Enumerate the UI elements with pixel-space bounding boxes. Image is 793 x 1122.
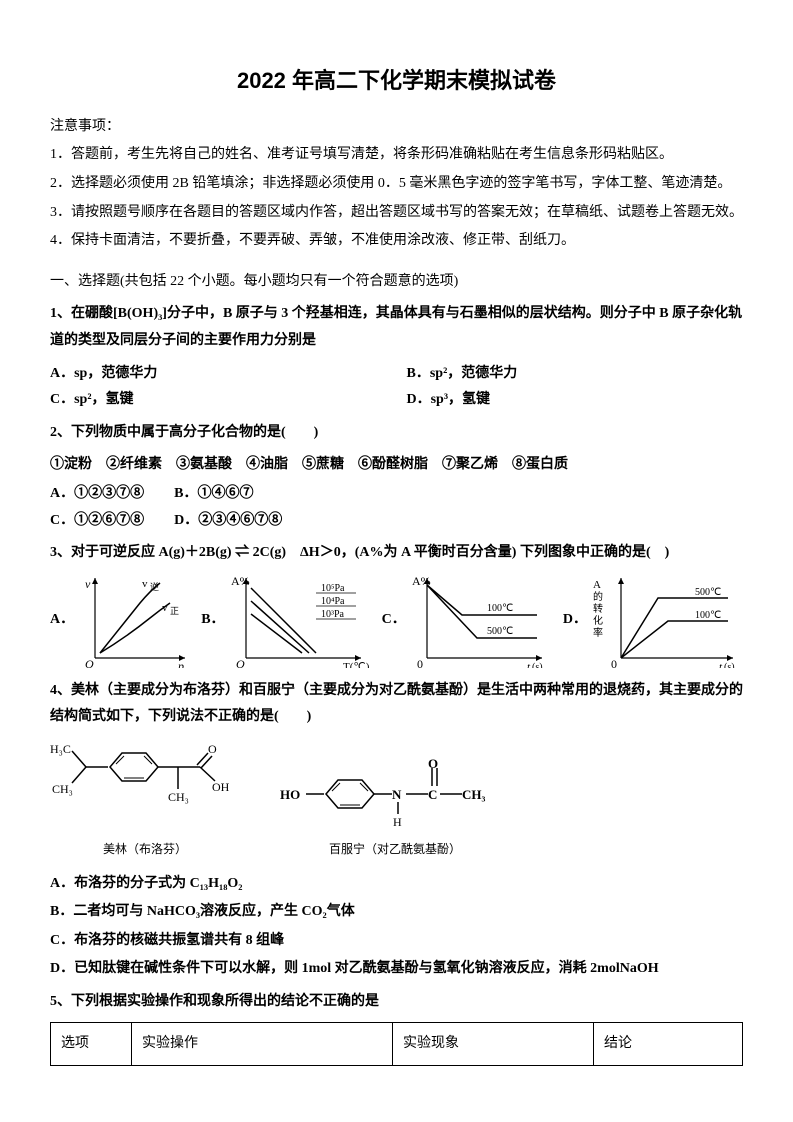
q4-option-d: D．已知肽键在碱性条件下可以水解，则 1mol 对乙酰氨基酚与氢氧化钠溶液反应，… (50, 956, 743, 983)
svg-text:化: 化 (593, 614, 603, 627)
svg-text:H: H (393, 815, 402, 829)
q2-list: ①淀粉 ②纤维素 ③氨基酸 ④油脂 ⑤蔗糖 ⑥酚醛树脂 ⑦聚乙烯 ⑧蛋白质 (50, 452, 743, 479)
q4-struct-2: HO N H C O CH₃ 百服宁（对乙酰氨基酚） (280, 754, 510, 861)
q5-th-1: 实验操作 (132, 1022, 393, 1066)
svg-text:(s): (s) (724, 662, 735, 668)
question-2: 2、下列物质中属于高分子化合物的是( ) (50, 420, 743, 447)
svg-text:O: O (85, 657, 94, 668)
svg-text:T(℃): T(℃) (343, 661, 370, 668)
svg-text:500℃: 500℃ (487, 626, 513, 637)
q4-struct-1: H₃C CH₃ CH₃ O OH 美林（布洛芬） (50, 739, 240, 861)
svg-text:O: O (428, 756, 438, 771)
q5-table: 选项 实验操作 实验现象 结论 (50, 1022, 743, 1067)
q1-option-c: C．sp²，氢键 (50, 387, 387, 414)
section-1-heading: 一、选择题(共包括 22 个小题。每小题均只有一个符合题意的选项) (50, 269, 743, 296)
q1-option-d: D．sp³，氢键 (407, 387, 744, 414)
question-5: 5、下列根据实验操作和现象所得出的结论不正确的是 (50, 989, 743, 1016)
q1-option-a: A．sp，范德华力 (50, 361, 387, 388)
q3-chart-d: A 的 转 化 率 t(s) 0 500℃ 100℃ (593, 573, 743, 668)
q4-option-b: B．二者均可与 NaHCO₃溶液反应，产生 CO₂气体 (50, 899, 743, 926)
svg-text:0: 0 (611, 657, 617, 668)
svg-text:的: 的 (593, 590, 603, 603)
svg-text:CH₃: CH₃ (462, 787, 486, 802)
svg-text:O: O (236, 657, 245, 668)
question-1: 1、在硼酸[B(OH)₃]分子中，B 原子与 3 个羟基相连，其晶体具有与石墨相… (50, 301, 743, 354)
svg-text:C: C (428, 787, 437, 802)
question-4: 4、美林（主要成分为布洛芬）和百服宁（主要成分为对乙酰氨基酚）是生活中两种常用的… (50, 678, 743, 731)
notice-heading: 注意事项： (50, 114, 743, 141)
notice-3: 3．请按照题号顺序在各题目的答题区域内作答，超出答题区域书写的答案无效；在草稿纸… (50, 200, 743, 227)
q3-option-b-label: B． (201, 607, 224, 634)
svg-text:A: A (593, 579, 601, 591)
svg-text:10⁴Pa: 10⁴Pa (321, 596, 345, 607)
svg-text:0: 0 (417, 657, 423, 668)
q1-option-b: B．sp²，范德华力 (407, 361, 744, 388)
svg-text:10³Pa: 10³Pa (321, 609, 345, 620)
svg-text:CH₃: CH₃ (52, 782, 73, 796)
svg-text:v: v (85, 577, 91, 591)
q4-option-c: C．布洛芬的核磁共振氢谱共有 8 组峰 (50, 928, 743, 955)
svg-text:(s): (s) (532, 662, 543, 668)
notice-2: 2．选择题必须使用 2B 铅笔填涂；非选择题必须使用 0．5 毫米黑色字迹的签字… (50, 171, 743, 198)
svg-text:OH: OH (212, 780, 230, 794)
svg-text:10⁵Pa: 10⁵Pa (321, 583, 345, 594)
q3-option-c-label: C． (382, 607, 406, 634)
svg-text:N: N (392, 787, 402, 802)
svg-text:正: 正 (170, 606, 179, 616)
svg-text:100℃: 100℃ (487, 603, 513, 614)
svg-text:500℃: 500℃ (695, 587, 721, 598)
q3-option-a-label: A． (50, 607, 74, 634)
svg-text:v: v (142, 578, 148, 590)
svg-text:t: t (719, 661, 723, 668)
svg-text:H₃C: H₃C (50, 742, 71, 756)
q3-chart-a: v p O v逆 v正 (80, 573, 190, 668)
q3-option-d-label: D． (563, 607, 587, 634)
svg-text:p: p (177, 659, 184, 668)
q2-option-c: C．①②⑥⑦⑧ (50, 508, 144, 535)
q3-chart-c: A% t(s) 0 100℃ 500℃ (412, 573, 552, 668)
question-3: 3、对于可逆反应 A(g)＋2B(g) ⇌ 2C(g) ΔH＞0，(A%为 A … (50, 540, 743, 567)
q5-th-0: 选项 (51, 1022, 132, 1066)
q3-chart-b: A% T(℃) O 10⁵Pa 10⁴Pa 10³Pa (231, 573, 371, 668)
q2-option-a: A．①②③⑦⑧ (50, 481, 144, 508)
svg-text:100℃: 100℃ (695, 610, 721, 621)
svg-text:t: t (527, 661, 531, 668)
svg-text:逆: 逆 (150, 581, 159, 592)
svg-text:HO: HO (280, 787, 300, 802)
svg-text:率: 率 (593, 626, 603, 639)
page-title: 2022 年高二下化学期末模拟试卷 (50, 60, 743, 102)
q2-option-d: D．②③④⑥⑦⑧ (174, 508, 282, 535)
svg-text:v: v (162, 602, 168, 614)
q2-option-b: B．①④⑥⑦ (174, 481, 253, 508)
q4-struct-1-caption: 美林（布洛芬） (50, 838, 240, 861)
notice-1: 1．答题前，考生先将自己的姓名、准考证号填写清楚，将条形码准确粘贴在考生信息条形… (50, 142, 743, 169)
svg-text:O: O (208, 742, 217, 756)
svg-text:A%: A% (231, 574, 250, 588)
svg-text:转: 转 (593, 602, 603, 615)
q5-th-2: 实验现象 (393, 1022, 594, 1066)
q4-struct-2-caption: 百服宁（对乙酰氨基酚） (280, 838, 510, 861)
svg-text:CH₃: CH₃ (168, 790, 189, 804)
notice-4: 4．保持卡面清洁，不要折叠，不要弄破、弄皱，不准使用涂改液、修正带、刮纸刀。 (50, 228, 743, 255)
q5-th-3: 结论 (594, 1022, 743, 1066)
q4-option-a: A．布洛芬的分子式为 C₁₃H₁₈O₂ (50, 871, 743, 898)
